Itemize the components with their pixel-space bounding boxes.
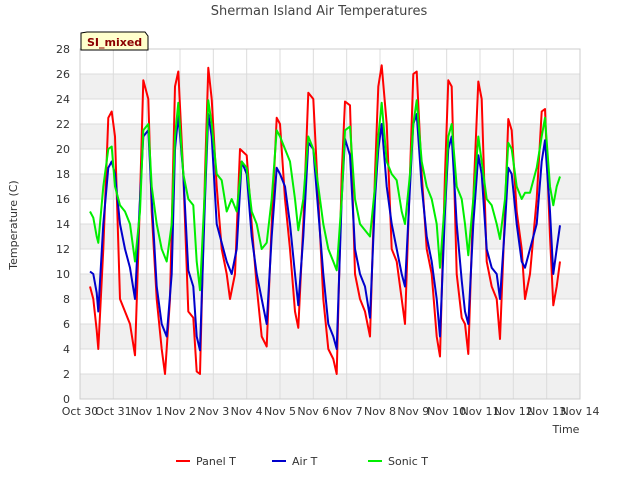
- x-tick-label: Nov 13: [527, 405, 566, 418]
- y-tick-label: 0: [63, 393, 70, 406]
- y-axis-label: Temperature (C): [7, 180, 20, 270]
- y-tick-label: 22: [56, 118, 70, 131]
- legend-label: Sonic T: [388, 455, 428, 468]
- x-tick-label: Oct 31: [95, 405, 132, 418]
- x-tick-label: Oct 30: [62, 405, 99, 418]
- badge-box: [80, 31, 149, 51]
- y-tick-label: 4: [63, 343, 70, 356]
- series-lines: [89, 64, 561, 375]
- x-tick-label: Nov 12: [494, 405, 533, 418]
- x-tick-label: Nov 9: [397, 405, 429, 418]
- x-tick-label: Nov 6: [297, 405, 329, 418]
- plot-band: [80, 124, 580, 149]
- legend-item: Air T: [272, 455, 318, 468]
- y-tick-label: 10: [56, 268, 70, 281]
- series-line-1: [89, 64, 561, 375]
- plot-band: [80, 374, 580, 399]
- y-tick-label: 24: [56, 93, 70, 106]
- y-tick-label: 12: [56, 243, 70, 256]
- x-tick-label: Nov 8: [364, 405, 396, 418]
- x-tick-label: Nov 5: [264, 405, 296, 418]
- x-tick-label: Nov 2: [164, 405, 196, 418]
- series-line-3: [89, 99, 561, 292]
- plot-band: [80, 174, 580, 199]
- legend-item: Panel T: [176, 455, 236, 468]
- series-line-2: [89, 113, 561, 352]
- x-axis-label: Time: [552, 423, 580, 436]
- chart-title: Sherman Island Air Temperatures: [211, 4, 428, 19]
- axes: [79, 48, 581, 400]
- x-tick-label: Nov 1: [131, 405, 163, 418]
- x-tick-label: Nov 3: [197, 405, 229, 418]
- y-tick-label: 20: [56, 143, 70, 156]
- plot-band: [80, 74, 580, 99]
- y-tick-label: 8: [63, 293, 70, 306]
- y-tick-label: 16: [56, 193, 70, 206]
- y-tick-label: 18: [56, 168, 70, 181]
- legend-label: Panel T: [196, 455, 236, 468]
- x-tick-label: Nov 10: [427, 405, 466, 418]
- x-tick-label: Nov 11: [461, 405, 500, 418]
- y-tick-label: 2: [63, 368, 70, 381]
- x-tick-label: Nov 7: [331, 405, 363, 418]
- y-tick-label: 14: [56, 218, 70, 231]
- legend-label: Air T: [292, 455, 318, 468]
- legend-item: Sonic T: [368, 455, 428, 468]
- y-tick-label: 26: [56, 68, 70, 81]
- site-badge: SI_mixed: [80, 31, 149, 51]
- plot-frame: [79, 48, 581, 400]
- y-tick-label: 6: [63, 318, 70, 331]
- x-tick-label: Nov 14: [561, 405, 600, 418]
- y-tick-label: 28: [56, 43, 70, 56]
- badge-text: SI_mixed: [87, 36, 142, 49]
- legend: Panel T Air T Sonic T: [176, 455, 428, 468]
- x-tick-label: Nov 4: [231, 405, 263, 418]
